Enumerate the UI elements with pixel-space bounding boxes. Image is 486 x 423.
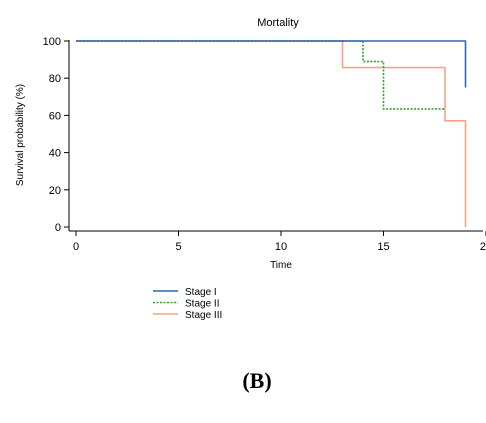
x-ticks: 0 5 10 15 20	[73, 231, 486, 253]
y-tick-label: 20	[49, 185, 61, 197]
y-tick-label: 100	[43, 36, 61, 48]
series-line-stage-ii	[76, 40, 445, 110]
y-ticks: 0 20 40 60 80 100	[43, 36, 69, 234]
y-tick-label: 60	[49, 110, 61, 122]
x-tick-label: 0	[73, 241, 79, 253]
legend-label: Stage II	[185, 299, 219, 310]
legend-label: Stage I	[185, 287, 217, 298]
legend-label: Stage III	[185, 310, 222, 321]
y-tick-label: 80	[49, 73, 61, 85]
x-tick-label: 20	[480, 241, 486, 253]
x-tick-label: 15	[377, 241, 389, 253]
y-tick-label: 0	[55, 222, 61, 234]
y-axis-label: Survival probability (%)	[15, 84, 26, 186]
series-line-stage-i	[76, 40, 467, 88]
chart-title: Mortality	[257, 17, 299, 29]
x-tick-label: 10	[275, 241, 287, 253]
x-axis-label: Time	[270, 260, 292, 271]
x-tick-label: 5	[175, 241, 181, 253]
series-line-stage-iii	[76, 40, 467, 227]
y-tick-label: 40	[49, 148, 61, 160]
panel-label: (B)	[242, 368, 271, 393]
series-lines	[76, 40, 467, 227]
